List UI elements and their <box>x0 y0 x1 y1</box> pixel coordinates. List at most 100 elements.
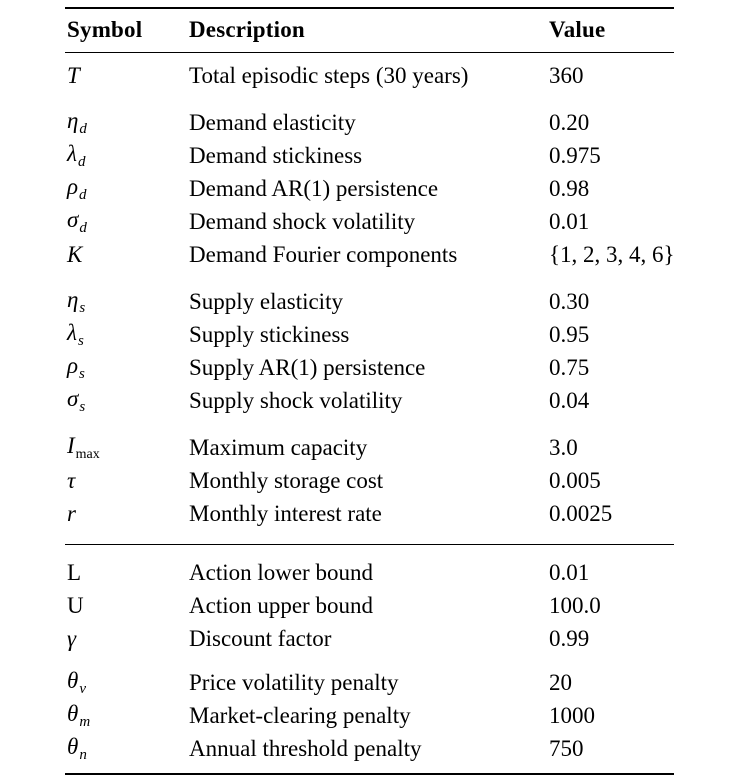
symbol-subscript: d <box>79 121 87 137</box>
table-row: K Demand Fourier components {1, 2, 3, 4, 6… <box>65 239 675 272</box>
description-cell: Price volatility penalty <box>189 670 399 695</box>
symbol-cell: θn <box>65 734 187 764</box>
table-row: ηd Demand elasticity 0.20 <box>65 107 674 140</box>
table-row: θm Market-clearing penalty 1000 <box>65 700 674 733</box>
value-cell: 0.20 <box>549 110 590 135</box>
value-cell: 0.01 <box>549 209 590 234</box>
symbol-subscript: d <box>77 154 86 170</box>
symbol-base: τ <box>67 468 76 493</box>
description-cell: Discount factor <box>189 626 332 651</box>
value-cell: 0.04 <box>549 388 590 413</box>
symbol-cell: σd <box>65 207 187 237</box>
table-row: ηs Supply elasticity 0.30 <box>65 286 674 319</box>
value-cell: 0.975 <box>549 143 601 168</box>
symbol-subscript: s <box>79 399 86 415</box>
description-cell: Monthly interest rate <box>189 501 382 526</box>
symbol-cell: λs <box>65 320 187 350</box>
symbol-subscript: s <box>79 300 86 316</box>
description-cell: Action lower bound <box>189 560 373 585</box>
table-row: λd Demand stickiness 0.975 <box>65 140 674 173</box>
symbol-cell: ρs <box>65 353 187 383</box>
symbol-base: θ <box>67 668 79 693</box>
symbol-base: ρ <box>67 353 79 378</box>
symbol-cell: ρd <box>65 174 187 204</box>
symbol-cell: K <box>65 242 187 268</box>
table-row: L Action lower bound 0.01 <box>65 557 674 590</box>
table-row: θv Price volatility penalty 20 <box>65 667 674 700</box>
symbol-cell: ηd <box>65 108 187 138</box>
symbol-base: η <box>67 287 79 312</box>
symbol-base: θ <box>67 734 79 759</box>
value-cell: 20 <box>549 670 572 695</box>
column-header-value: Value <box>549 17 606 43</box>
symbol-cell: γ <box>65 626 187 652</box>
description-cell: Demand Fourier components <box>189 242 458 267</box>
symbol-base: λ <box>67 141 77 166</box>
row-group: ηd Demand elasticity 0.20 λd Demand stickine… <box>65 107 675 272</box>
symbol-cell: L <box>65 560 187 586</box>
symbol-cell: ηs <box>65 287 187 317</box>
table-section: T Total episodic steps (30 years) 360 ηd Dem… <box>65 53 675 545</box>
symbol-base: γ <box>67 626 77 651</box>
symbol-base: σ <box>67 207 79 232</box>
table-row: σd Demand shock volatility 0.01 <box>65 206 674 239</box>
value-cell: 0.005 <box>549 468 601 493</box>
table-header-row: Symbol Description Value <box>65 9 674 53</box>
symbol-base: T <box>67 63 80 88</box>
table-row: Imax Maximum capacity 3.0 <box>65 432 674 465</box>
column-header-description: Description <box>189 17 305 43</box>
value-cell: 0.01 <box>549 560 590 585</box>
value-cell: 360 <box>549 63 584 88</box>
row-group: L Action lower bound 0.01 U Action upper bou… <box>65 557 674 656</box>
value-cell: 0.30 <box>549 289 590 314</box>
value-cell: 0.75 <box>549 355 590 380</box>
symbol-subscript: s <box>77 333 84 349</box>
symbol-base: σ <box>67 386 79 411</box>
symbol-subscript: d <box>79 220 87 236</box>
description-cell: Supply stickiness <box>189 322 350 347</box>
description-cell: Total episodic steps (30 years) <box>189 63 469 88</box>
table-row: r Monthly interest rate 0.0025 <box>65 498 674 531</box>
description-cell: Demand AR(1) persistence <box>189 176 439 201</box>
symbol-base: λ <box>67 320 77 345</box>
table-row: τ Monthly storage cost 0.005 <box>65 465 674 498</box>
table-row: ρd Demand AR(1) persistence 0.98 <box>65 173 674 206</box>
symbol-cell: U <box>65 593 187 619</box>
description-cell: Action upper bound <box>189 593 373 618</box>
symbol-subscript: m <box>79 714 91 730</box>
value-cell: 3.0 <box>549 435 578 460</box>
row-group: θv Price volatility penalty 20 θm Market-cle… <box>65 667 674 766</box>
table-row: ρs Supply AR(1) persistence 0.75 <box>65 352 674 385</box>
symbol-cell: T <box>65 63 187 89</box>
table-row: γ Discount factor 0.99 <box>65 623 674 656</box>
symbol-base: ρ <box>67 174 79 199</box>
symbol-cell: Imax <box>65 433 187 463</box>
table-section: L Action lower bound 0.01 U Action upper bou… <box>65 545 674 775</box>
row-group: Imax Maximum capacity 3.0 τ Monthly storage … <box>65 432 674 531</box>
symbol-subscript: v <box>79 681 86 697</box>
value-cell: {1, 2, 3, 4, 6} <box>549 242 675 267</box>
parameters-table: Symbol Description Value T Total episodic… <box>65 7 675 775</box>
column-header-symbol: Symbol <box>67 17 143 43</box>
symbol-base: θ <box>67 701 79 726</box>
value-cell: 100.0 <box>549 593 601 618</box>
symbol-subscript: max <box>75 447 100 462</box>
symbol-cell: σs <box>65 386 187 416</box>
row-group: T Total episodic steps (30 years) 360 <box>65 60 674 93</box>
description-cell: Market-clearing penalty <box>189 703 411 728</box>
symbol-base: U <box>67 593 84 618</box>
description-cell: Supply shock volatility <box>189 388 403 413</box>
description-cell: Demand shock volatility <box>189 209 416 234</box>
description-cell: Maximum capacity <box>189 435 368 460</box>
description-cell: Demand stickiness <box>189 143 363 168</box>
table-row: U Action upper bound 100.0 <box>65 590 674 623</box>
description-cell: Demand elasticity <box>189 110 356 135</box>
value-cell: 0.0025 <box>549 501 613 526</box>
table-row: λs Supply stickiness 0.95 <box>65 319 674 352</box>
table-row: T Total episodic steps (30 years) 360 <box>65 60 674 93</box>
value-cell: 750 <box>549 736 584 761</box>
symbol-subscript: n <box>79 747 87 763</box>
value-cell: 1000 <box>549 703 595 728</box>
description-cell: Monthly storage cost <box>189 468 384 493</box>
